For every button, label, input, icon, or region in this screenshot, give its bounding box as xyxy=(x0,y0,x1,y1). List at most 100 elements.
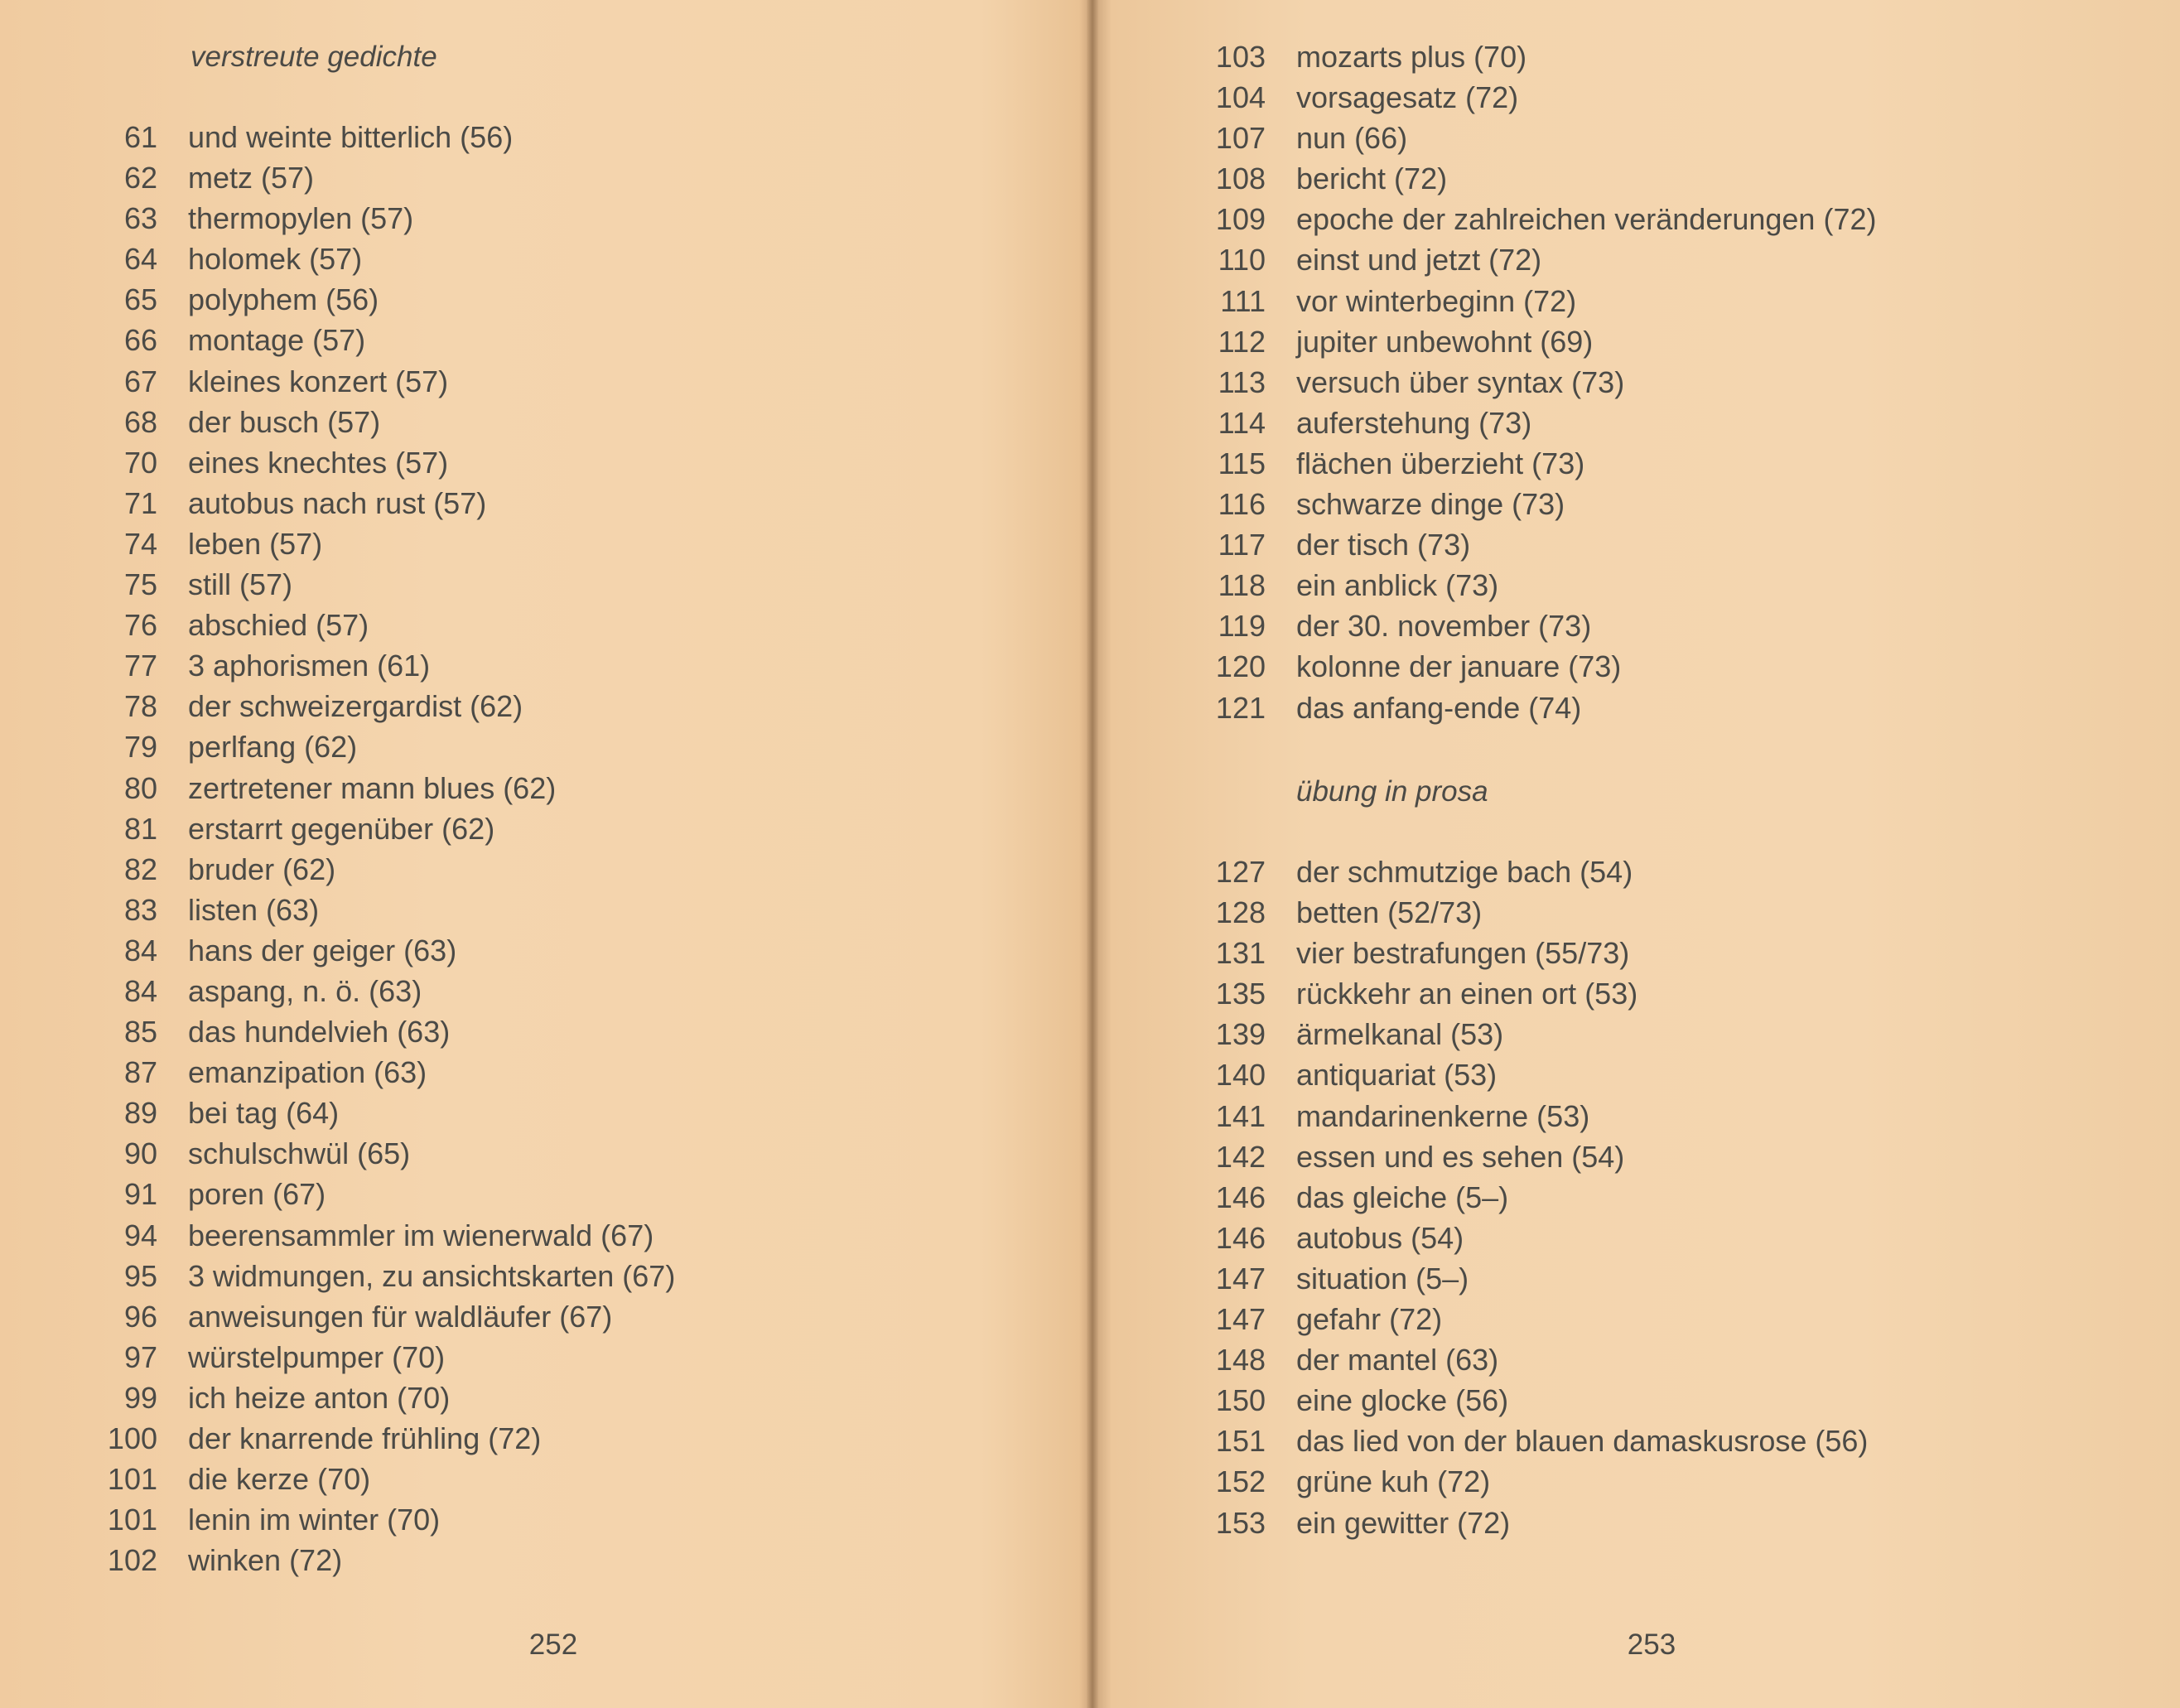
toc-entry: 117 der tisch (73) xyxy=(1218,524,1876,565)
entry-page-number: 76 xyxy=(123,608,157,643)
entry-title: situation (5–) xyxy=(1296,1261,1469,1295)
entry-title: montage (57) xyxy=(188,323,366,358)
toc-entry: 76 abschied (57) xyxy=(124,605,675,645)
entry-page-number: 127 xyxy=(1215,855,1266,889)
entry-title: hans der geiger (63) xyxy=(188,933,457,967)
entry-title: ärmelkanal (53) xyxy=(1296,1017,1504,1052)
entry-page-number: 85 xyxy=(123,1015,157,1049)
toc-entry: 66 montage (57) xyxy=(124,320,675,360)
toc-entry: 107 nun (66) xyxy=(1216,118,1876,158)
entry-title: schwarze dinge (73) xyxy=(1296,487,1565,522)
entry-page-number: 119 xyxy=(1218,609,1266,644)
toc-entry: 63 thermopylen (57) xyxy=(124,198,675,239)
entry-title: würstelpumper (70) xyxy=(188,1339,446,1374)
toc-entry: 68 der busch (57) xyxy=(124,402,675,442)
entry-title: das hundelvieh (63) xyxy=(188,1015,451,1049)
entry-page-number: 111 xyxy=(1220,283,1266,318)
entry-page-number: 140 xyxy=(1215,1058,1266,1093)
entry-page-number: 120 xyxy=(1215,649,1266,684)
entry-page-number: 147 xyxy=(1215,1302,1266,1337)
toc-entry: 75 still (57) xyxy=(124,564,675,605)
toc-entry: 81 erstarrt gegenüber (62) xyxy=(124,808,675,849)
entry-title: vor winterbeginn (72) xyxy=(1296,283,1577,318)
toc-entry: 80 zertretener mann blues (62) xyxy=(124,768,675,808)
entry-page-number: 70 xyxy=(123,445,157,480)
entry-title: der tisch (73) xyxy=(1296,528,1471,562)
entry-title: vier bestrafungen (55/73) xyxy=(1296,936,1630,971)
entry-page-number: 81 xyxy=(123,811,157,846)
entry-page-number: 80 xyxy=(123,770,157,805)
entry-page-number: 65 xyxy=(123,282,157,317)
toc-entry: 100 der knarrende frühling (72) xyxy=(108,1418,675,1459)
toc-entry: 89 bei tag (64) xyxy=(124,1093,675,1133)
toc-entry: 101 die kerze (70) xyxy=(108,1459,675,1499)
entry-page-number: 89 xyxy=(123,1096,157,1131)
entry-page-number: 110 xyxy=(1218,243,1266,277)
toc-list-right-b: 127 der schmutzige bach (54) 128 betten (52… xyxy=(1216,852,1868,1543)
toc-entry: 119 der 30. november (73) xyxy=(1218,606,1876,646)
entry-page-number: 83 xyxy=(123,892,157,927)
entry-page-number: 112 xyxy=(1218,324,1266,359)
toc-entry: 84 aspang, n. ö. (63) xyxy=(124,971,675,1011)
entry-title: bericht (72) xyxy=(1296,162,1448,196)
toc-entry: 62 metz (57) xyxy=(124,157,675,198)
toc-entry: 97 würstelpumper (70) xyxy=(124,1337,675,1377)
toc-entry: 153 ein gewitter (72) xyxy=(1216,1503,1868,1543)
entry-title: erstarrt gegenüber (62) xyxy=(188,811,495,846)
entry-page-number: 67 xyxy=(123,364,157,398)
toc-entry: 150 eine glocke (56) xyxy=(1216,1380,1868,1421)
toc-list-left: 61 und weinte bitterlich (56) 62 metz (57) 6… xyxy=(108,117,675,1580)
entry-title: der schmutzige bach (54) xyxy=(1296,855,1633,889)
entry-page-number: 146 xyxy=(1215,1220,1266,1255)
entry-title: ein gewitter (72) xyxy=(1296,1505,1511,1540)
toc-entry: 99 ich heize anton (70) xyxy=(124,1377,675,1418)
entry-page-number: 64 xyxy=(123,242,157,277)
entry-title: listen (63) xyxy=(188,892,320,927)
entry-title: still (57) xyxy=(188,567,293,602)
entry-page-number: 61 xyxy=(123,120,157,154)
entry-page-number: 68 xyxy=(123,404,157,439)
entry-page-number: 90 xyxy=(123,1136,157,1171)
toc-entry: 79 perlfang (62) xyxy=(124,726,675,767)
toc-list-right-a: 103 mozarts plus (70) 104 vorsagesatz (72) 1… xyxy=(1216,36,1877,728)
entry-page-number: 104 xyxy=(1215,80,1266,115)
entry-page-number: 66 xyxy=(123,323,157,358)
entry-title: der mantel (63) xyxy=(1296,1343,1499,1377)
entry-title: grüne kuh (72) xyxy=(1296,1464,1491,1499)
entry-title: antiquariat (53) xyxy=(1296,1058,1498,1093)
section-title-verstreute-gedichte: verstreute gedichte xyxy=(191,41,437,73)
toc-entry: 148 der mantel (63) xyxy=(1216,1339,1868,1380)
toc-entry: 142 essen und es sehen (54) xyxy=(1216,1136,1868,1177)
entry-page-number: 109 xyxy=(1215,202,1266,237)
entry-page-number: 121 xyxy=(1215,690,1266,725)
entry-title: bei tag (64) xyxy=(188,1096,340,1131)
entry-title: einst und jetzt (72) xyxy=(1296,243,1542,277)
entry-title: ein anblick (73) xyxy=(1296,568,1499,603)
toc-entry: 120 kolonne der januare (73) xyxy=(1216,646,1876,687)
entry-page-number: 117 xyxy=(1218,528,1266,562)
entry-title: der knarrende frühling (72) xyxy=(188,1421,542,1455)
toc-entry: 152 grüne kuh (72) xyxy=(1216,1461,1868,1502)
entry-title: die kerze (70) xyxy=(188,1462,371,1497)
entry-title: das anfang-ende (74) xyxy=(1296,690,1582,725)
entry-page-number: 142 xyxy=(1215,1139,1266,1174)
entry-title: anweisungen für waldläufer (67) xyxy=(188,1299,613,1334)
entry-title: aspang, n. ö. (63) xyxy=(188,973,422,1008)
entry-page-number: 146 xyxy=(1215,1180,1266,1214)
toc-entry: 84 hans der geiger (63) xyxy=(124,930,675,971)
entry-title: lenin im winter (70) xyxy=(188,1503,441,1537)
entry-title: metz (57) xyxy=(188,161,315,195)
toc-entry: 82 bruder (62) xyxy=(124,849,675,890)
entry-title: ich heize anton (70) xyxy=(188,1380,451,1415)
toc-entry: 87 emanzipation (63) xyxy=(124,1052,675,1093)
toc-entry: 115 flächen überzieht (73) xyxy=(1218,443,1876,484)
entry-title: poren (67) xyxy=(188,1177,326,1212)
entry-page-number: 151 xyxy=(1215,1424,1266,1459)
entry-page-number: 101 xyxy=(107,1503,157,1537)
entry-page-number: 115 xyxy=(1218,446,1266,480)
toc-entry: 112 jupiter unbewohnt (69) xyxy=(1218,321,1876,362)
entry-title: essen und es sehen (54) xyxy=(1296,1139,1625,1174)
entry-title: gefahr (72) xyxy=(1296,1302,1443,1337)
toc-entry: 94 beerensammler im wienerwald (67) xyxy=(124,1215,675,1256)
entry-page-number: 75 xyxy=(123,567,157,602)
